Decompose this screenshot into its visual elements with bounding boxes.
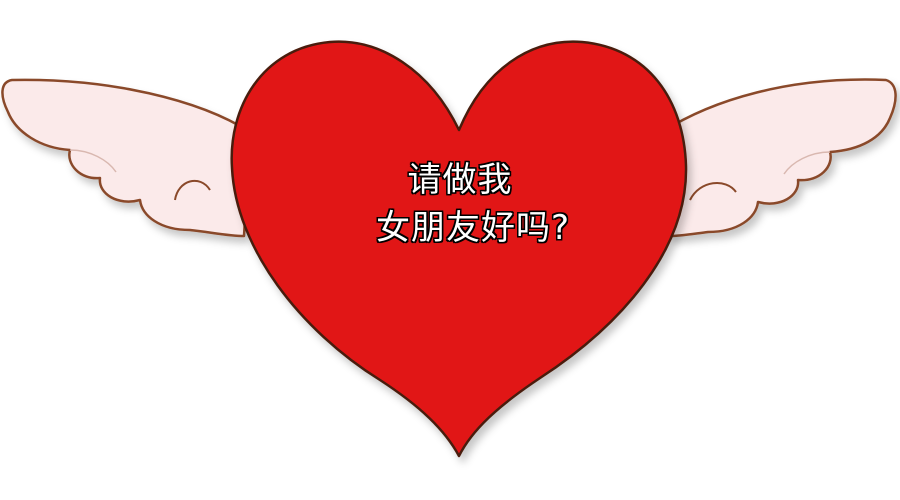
message-line-2: 女朋友好吗? (375, 208, 571, 248)
heart-icon (230, 40, 688, 458)
message-line-1: 请做我 (407, 160, 513, 200)
left-wing-icon (1, 78, 252, 238)
right-wing-icon (660, 78, 897, 238)
